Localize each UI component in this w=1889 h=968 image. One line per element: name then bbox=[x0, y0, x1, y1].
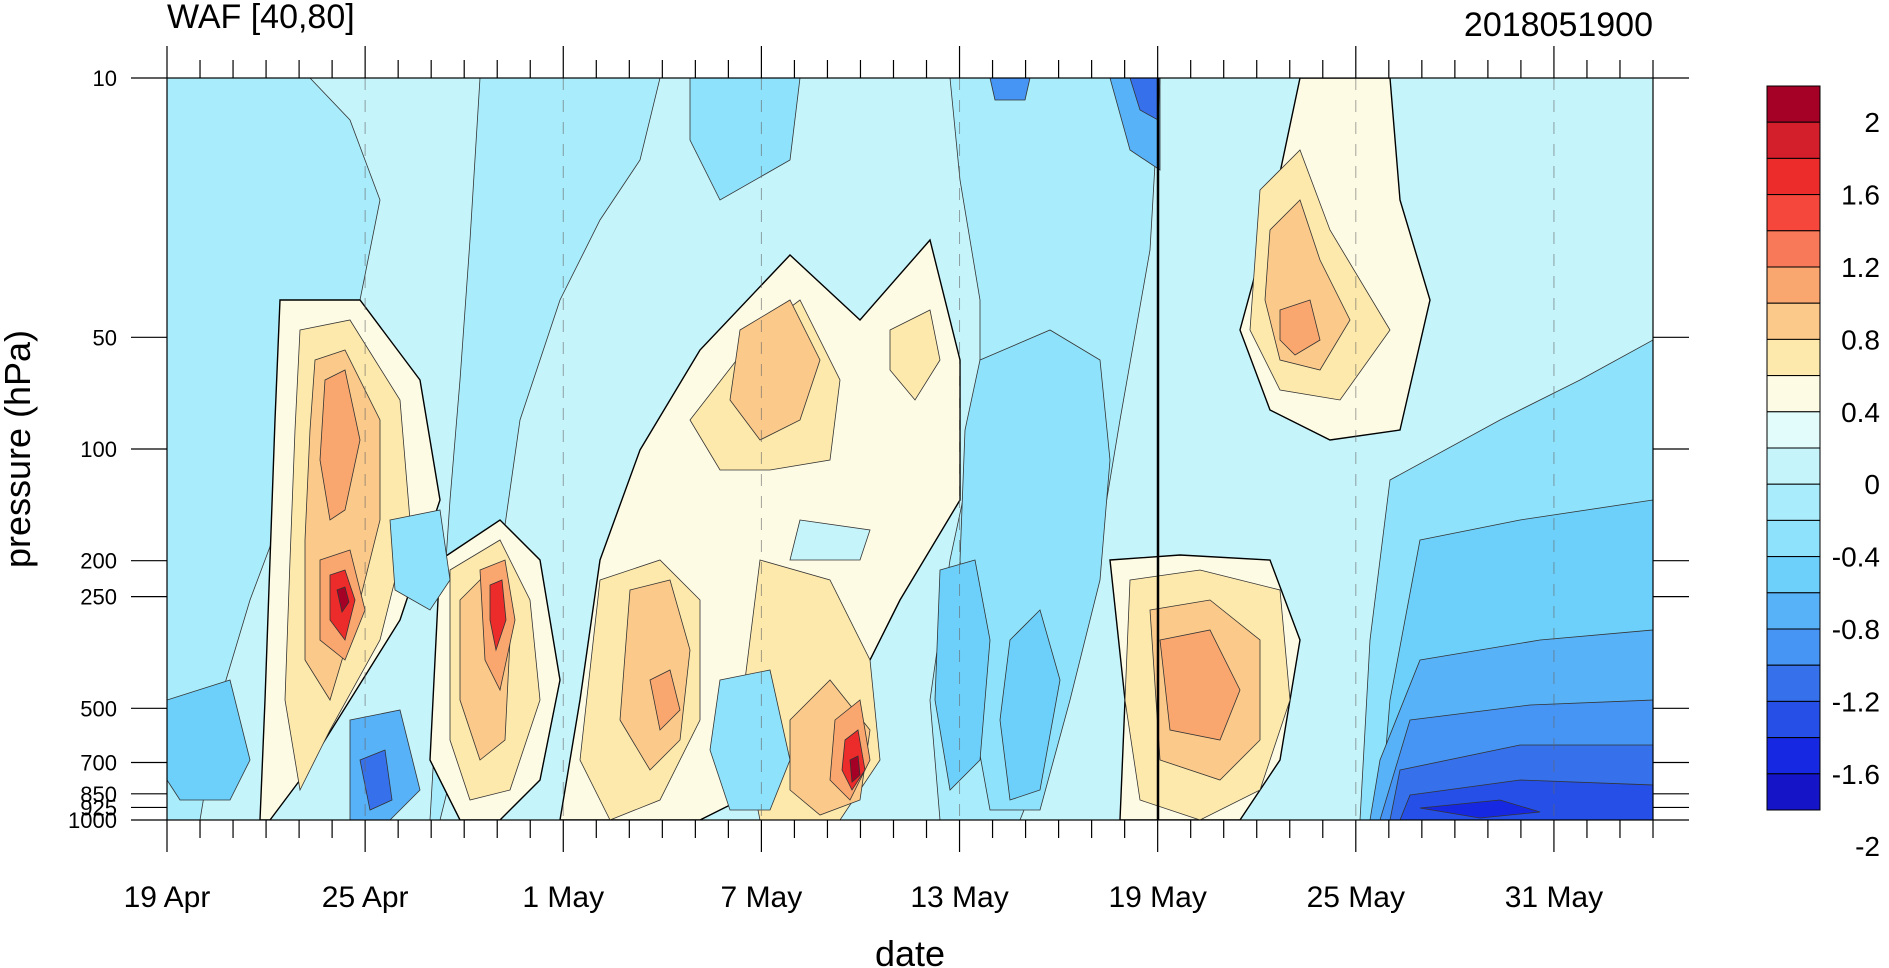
colorbar: 2 1.6 1.2 0.8 0.4 0 -0.4 -0.8 -1.2 -1.6 -2 bbox=[1766, 85, 1880, 862]
colorbar-swatch bbox=[1766, 447, 1821, 485]
colorbar-swatch bbox=[1766, 411, 1821, 449]
contour-region bbox=[319, 369, 361, 521]
colorbar-swatch bbox=[1766, 737, 1821, 775]
x-tick-label: 25 May bbox=[1307, 881, 1405, 914]
colorbar-label: 0.4 bbox=[1841, 397, 1880, 428]
title-left: WAF [40,80] bbox=[167, 0, 355, 36]
contour-region bbox=[959, 329, 1111, 811]
colorbar-swatch bbox=[1766, 628, 1821, 666]
colorbar-label: 0 bbox=[1864, 469, 1880, 500]
colorbar-swatch bbox=[1766, 121, 1821, 159]
contour-region bbox=[729, 299, 821, 441]
contour-region bbox=[336, 586, 350, 613]
x-tick-label: 7 May bbox=[721, 881, 803, 914]
x-tick-label: 31 May bbox=[1505, 881, 1603, 914]
contour-region bbox=[789, 519, 871, 561]
colorbar-label: 1.2 bbox=[1841, 252, 1880, 283]
y-tick-label: 850 bbox=[80, 782, 117, 807]
y-tick-label: 50 bbox=[93, 325, 117, 350]
contour-region bbox=[709, 669, 791, 811]
contour-region bbox=[649, 669, 681, 731]
x-axis-label: date bbox=[875, 933, 945, 968]
colorbar-label: 1.6 bbox=[1841, 180, 1880, 211]
colorbar-label: -2 bbox=[1855, 831, 1880, 862]
colorbar-swatch bbox=[1766, 375, 1821, 413]
contour-field bbox=[167, 78, 1653, 820]
y-tick-label: 100 bbox=[80, 437, 117, 462]
contour-region bbox=[889, 309, 941, 401]
y-tick-label: 250 bbox=[80, 585, 117, 610]
x-tick-label: 13 May bbox=[910, 881, 1008, 914]
colorbar-swatch bbox=[1766, 700, 1821, 739]
x-tick-label: 19 May bbox=[1108, 881, 1206, 914]
colorbar-swatch bbox=[1766, 556, 1821, 594]
colorbar-swatch bbox=[1766, 483, 1821, 521]
y-tick-label: 500 bbox=[80, 696, 117, 721]
y-tick-label: 925 bbox=[80, 795, 117, 820]
colorbar-label: 0.8 bbox=[1841, 324, 1880, 355]
contour-region bbox=[359, 749, 393, 811]
colorbar-swatch bbox=[1766, 592, 1821, 630]
colorbar-swatch bbox=[1766, 773, 1821, 811]
x-tick-label: 1 May bbox=[522, 881, 604, 914]
colorbar-swatch bbox=[1766, 519, 1821, 558]
contour-region bbox=[1159, 629, 1241, 741]
contour-region bbox=[389, 509, 451, 611]
colorbar-swatch bbox=[1766, 85, 1821, 123]
y-tick-label: 1000 bbox=[68, 808, 117, 833]
x-tick-label: 25 Apr bbox=[322, 881, 409, 914]
contour-region bbox=[167, 679, 251, 801]
y-axis-label: pressure (hPa) bbox=[0, 330, 38, 568]
contour-region bbox=[849, 755, 861, 783]
colorbar-swatch bbox=[1766, 157, 1821, 196]
colorbar-swatch bbox=[1766, 230, 1821, 268]
contour-region bbox=[999, 609, 1061, 801]
colorbar-swatch bbox=[1766, 266, 1821, 304]
x-axis: 19 Apr 25 Apr 1 May 7 May 13 May 19 May 25 May… bbox=[124, 46, 1654, 914]
colorbar-swatch bbox=[1766, 194, 1821, 232]
y-tick-label: 200 bbox=[80, 549, 117, 574]
x-tick-label: 19 Apr bbox=[124, 881, 211, 914]
colorbar-swatch bbox=[1766, 302, 1821, 340]
contour-region bbox=[1279, 299, 1321, 356]
colorbar-swatch bbox=[1766, 338, 1821, 377]
colorbar-swatch bbox=[1766, 664, 1821, 702]
contour-region bbox=[989, 78, 1031, 101]
contour-region bbox=[619, 579, 691, 771]
y-tick-label: 10 bbox=[93, 66, 117, 91]
contour-region bbox=[489, 579, 507, 652]
contour-region bbox=[1419, 799, 1541, 819]
colorbar-label: -1.2 bbox=[1832, 686, 1880, 717]
y-tick-label: 700 bbox=[80, 751, 117, 776]
contour-region bbox=[689, 78, 801, 201]
contour-region bbox=[934, 559, 991, 791]
title-right: 2018051900 bbox=[1464, 6, 1653, 44]
colorbar-label: -0.8 bbox=[1832, 614, 1880, 645]
colorbar-label: 2 bbox=[1864, 107, 1880, 138]
colorbar-label: -1.6 bbox=[1832, 759, 1880, 790]
colorbar-label: -0.4 bbox=[1832, 542, 1880, 573]
